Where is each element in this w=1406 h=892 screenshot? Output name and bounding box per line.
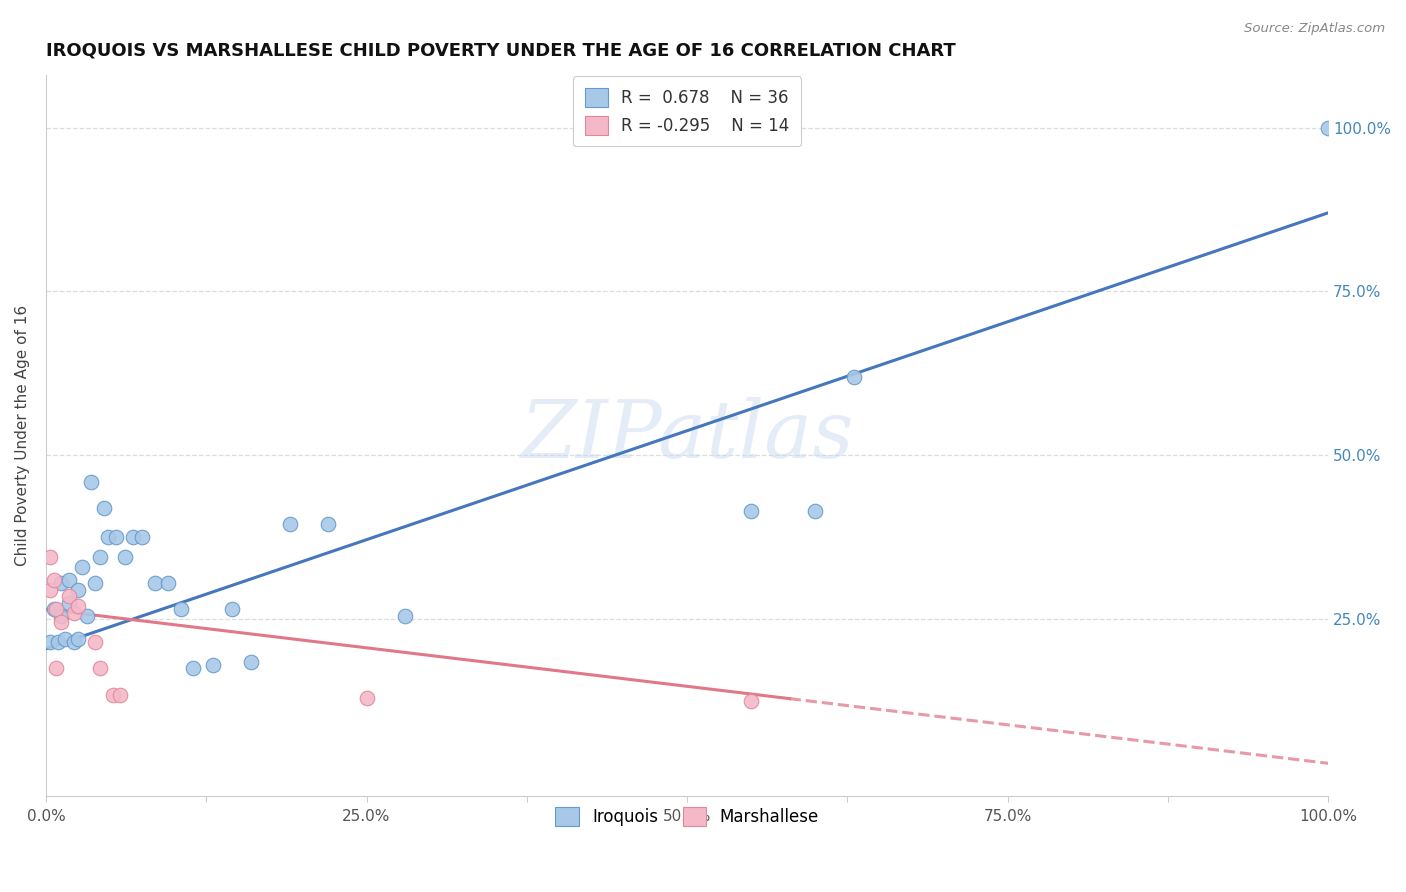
Point (842, 369, 865, 384)
Point (51, 608, 73, 623)
Point (105, 530, 128, 544)
Point (114, 549, 136, 564)
Point (169, 602, 191, 616)
Point (89, 549, 111, 564)
Point (183, 661, 205, 675)
Point (51, 615, 73, 630)
Point (38, 635, 60, 649)
Point (240, 655, 263, 669)
Point (58, 589, 80, 603)
Point (101, 688, 124, 702)
Point (53, 632, 76, 646)
Point (221, 602, 243, 616)
Point (45, 661, 67, 675)
Point (42, 602, 65, 616)
Point (356, 690, 378, 705)
Point (93, 500, 115, 515)
Text: ZIPatlas: ZIPatlas (520, 397, 853, 475)
Point (131, 530, 153, 544)
Point (278, 517, 301, 532)
Point (46, 635, 69, 649)
Point (66, 582, 89, 597)
Point (394, 608, 416, 623)
Point (38, 549, 60, 564)
Text: Source: ZipAtlas.com: Source: ZipAtlas.com (1244, 22, 1385, 36)
Point (1317, 120, 1340, 135)
Point (66, 632, 89, 646)
Point (122, 530, 145, 544)
Point (156, 576, 179, 591)
Text: IROQUOIS VS MARSHALLESE CHILD POVERTY UNDER THE AGE OF 16 CORRELATION CHART: IROQUOIS VS MARSHALLESE CHILD POVERTY UN… (46, 42, 956, 60)
Point (83, 576, 105, 591)
Point (89, 661, 111, 675)
Point (740, 694, 762, 708)
Y-axis label: Child Poverty Under the Age of 16: Child Poverty Under the Age of 16 (15, 305, 30, 566)
Point (76, 608, 98, 623)
Point (51, 576, 73, 591)
Point (110, 688, 132, 702)
Point (63, 635, 86, 649)
Point (80, 475, 103, 489)
Point (63, 606, 86, 620)
Point (96, 530, 118, 544)
Point (58, 573, 80, 587)
Point (316, 517, 339, 532)
Point (38, 582, 60, 597)
Point (83, 635, 105, 649)
Point (66, 599, 89, 613)
Point (58, 596, 80, 610)
Point (201, 658, 224, 673)
Point (42, 573, 65, 587)
Point (143, 576, 166, 591)
Point (804, 504, 827, 518)
Point (70, 559, 93, 574)
Point (740, 504, 762, 518)
Point (45, 602, 67, 616)
Legend: Iroquois, Marshallese: Iroquois, Marshallese (547, 798, 827, 835)
